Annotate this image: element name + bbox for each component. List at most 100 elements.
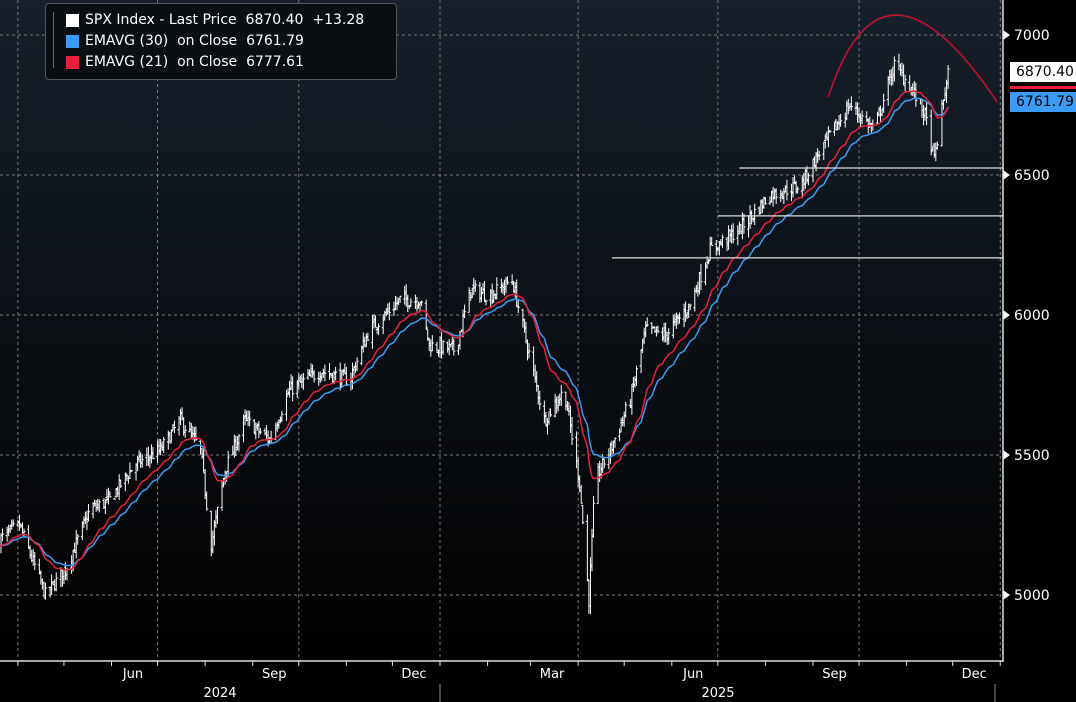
y-tick-label: 5500 — [1014, 448, 1050, 464]
top-arc-annotation — [827, 14, 998, 103]
price-bar — [91, 502, 95, 519]
price-bar — [387, 302, 391, 321]
price-bar — [882, 93, 886, 113]
price-swatch-icon — [66, 13, 79, 27]
price-bar — [258, 427, 262, 435]
y-tick-arrow — [1003, 30, 1010, 40]
legend-item-price[interactable]: SPX Index - Last Price 6870.40 +13.28 — [66, 10, 364, 30]
price-bar — [782, 187, 786, 205]
price-bar — [710, 237, 714, 246]
x-month-label: Dec — [962, 667, 987, 682]
price-bar — [839, 113, 843, 127]
price-bar — [516, 300, 520, 313]
price-bar — [123, 472, 127, 492]
price-bar — [714, 240, 718, 256]
price-bar — [796, 186, 800, 194]
price-bar — [1, 528, 5, 541]
y-tick-label: 6000 — [1014, 308, 1050, 324]
price-bar — [581, 504, 585, 525]
legend-item-ema30[interactable]: EMAVG (30) on Close 6761.79 — [66, 31, 304, 51]
price-bar — [935, 141, 939, 150]
price-bar — [527, 343, 531, 359]
price-bar — [151, 447, 155, 460]
price-bar — [483, 280, 487, 302]
price-bar — [205, 491, 209, 511]
price-bar — [76, 534, 80, 545]
price-bar — [312, 370, 316, 383]
price-bar — [355, 357, 359, 372]
price-bar — [753, 203, 757, 226]
legend-change: +13.28 — [312, 12, 365, 28]
price-bar — [592, 495, 595, 538]
legend-label: EMAVG (30) on Close — [85, 33, 238, 49]
price-bar — [914, 82, 918, 107]
price-bar — [634, 365, 638, 387]
price-bar — [169, 429, 173, 443]
legend-value: 6761.79 — [246, 33, 304, 49]
price-bar — [687, 303, 691, 319]
price-bar — [377, 323, 381, 335]
price-bar — [54, 572, 58, 592]
price-bar — [248, 410, 252, 427]
price-bar — [774, 188, 778, 205]
y-tick-label: 5000 — [1014, 588, 1050, 604]
price-bar — [941, 99, 945, 110]
price-bar — [828, 130, 832, 134]
x-year-label: 2025 — [701, 686, 734, 701]
price-bar — [363, 336, 367, 348]
x-year-label: 2024 — [203, 686, 236, 701]
ema21-line — [0, 90, 949, 571]
price-bar — [420, 300, 424, 307]
price-bar — [323, 364, 327, 382]
price-bar — [549, 408, 553, 417]
price-bar — [613, 437, 617, 448]
price-bar — [656, 325, 660, 334]
legend-item-ema21[interactable]: EMAVG (21) on Close 6777.61 — [66, 52, 304, 72]
y-tick-arrow — [1003, 170, 1010, 180]
x-month-label: Jun — [122, 667, 143, 682]
price-bar — [140, 454, 144, 468]
price-bar — [452, 338, 456, 356]
price-bar — [817, 150, 821, 161]
price-bar — [108, 491, 112, 498]
price-bar — [125, 474, 129, 481]
legend-label: SPX Index - Last Price — [85, 12, 237, 28]
price-bar — [301, 372, 305, 390]
price-bar — [285, 389, 288, 421]
price-bar — [903, 74, 907, 93]
price-bar — [785, 179, 789, 201]
x-month-label: Dec — [401, 667, 426, 682]
price-bar — [85, 510, 89, 530]
price-bar — [484, 300, 488, 306]
price-bar — [495, 277, 499, 300]
price-bar — [720, 234, 724, 248]
price-bar — [559, 384, 563, 406]
price-bar — [892, 56, 896, 82]
price-bar — [33, 552, 37, 571]
y-tick-arrow — [1003, 310, 1010, 320]
y-tick-label: 6500 — [1014, 168, 1050, 184]
legend-value: 6777.61 — [246, 54, 304, 70]
ema30-swatch-icon — [66, 34, 79, 48]
x-month-label: Jun — [682, 667, 703, 682]
price-bar — [688, 304, 692, 311]
price-bar — [699, 263, 703, 291]
price-bar — [398, 295, 402, 303]
y-tick-arrow — [1003, 450, 1010, 460]
price-bar — [667, 328, 671, 345]
x-month-label: Mar — [540, 667, 565, 682]
price-bar — [570, 417, 574, 445]
y-tick-arrow — [1003, 590, 1010, 600]
price-bar — [441, 340, 445, 355]
price-bar — [473, 280, 477, 293]
price-bar — [846, 98, 850, 115]
price-bar — [374, 315, 378, 328]
price-bar — [409, 298, 413, 308]
price-bar — [463, 304, 467, 319]
price-bar — [119, 479, 123, 488]
price-bar — [215, 506, 219, 524]
price-bar — [237, 433, 241, 452]
y-tick-label: 7000 — [1014, 28, 1050, 44]
ema21-tag-marker — [1010, 86, 1076, 89]
